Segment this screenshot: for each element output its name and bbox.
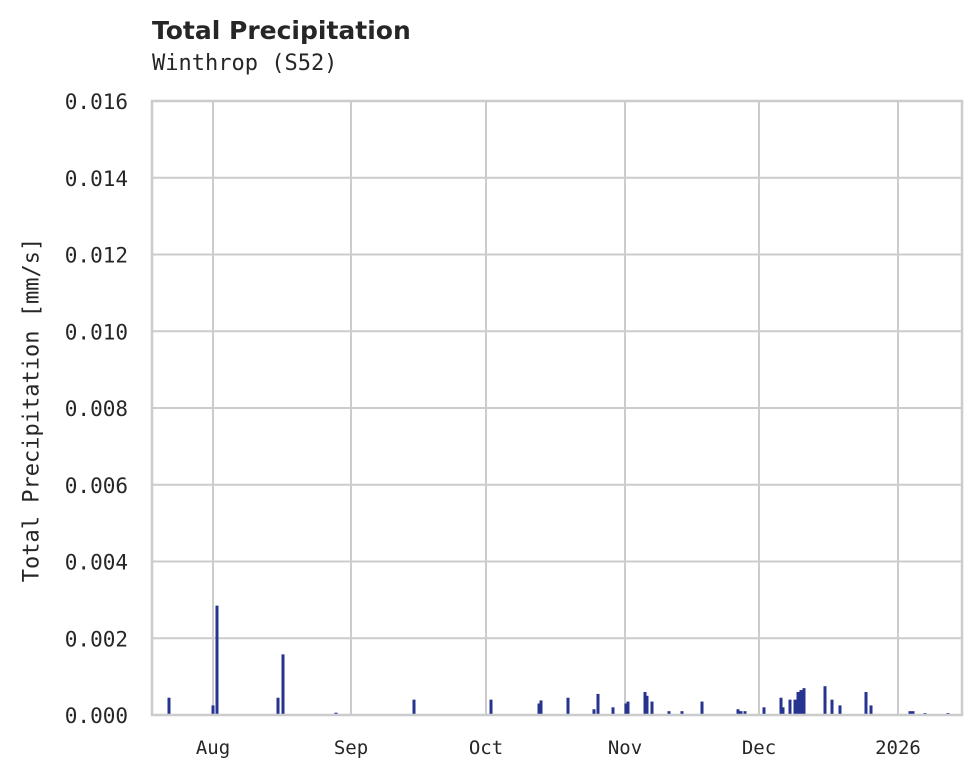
precip-bar	[700, 701, 704, 715]
x-tick-label: Nov	[608, 737, 642, 759]
x-tick-label: Oct	[469, 737, 503, 759]
precip-bar	[869, 705, 873, 715]
y-tick-label: 0.016	[65, 90, 128, 114]
precip-bar	[643, 691, 647, 715]
y-tick-label: 0.014	[65, 167, 128, 191]
precip-bar	[743, 711, 747, 715]
precip-bar	[211, 705, 215, 715]
precip-bar	[793, 699, 797, 715]
chart-title: Total Precipitation	[152, 16, 411, 45]
x-tick-label: 2026	[875, 737, 921, 759]
x-tick-label: Sep	[334, 737, 368, 759]
y-tick-label: 0.000	[65, 704, 128, 728]
plot-frame	[150, 99, 964, 717]
chart-subtitle: Winthrop (S52)	[152, 51, 338, 76]
precip-bar	[667, 711, 671, 715]
precip-bar	[624, 703, 628, 715]
precip-bar	[626, 701, 630, 715]
precip-bar	[736, 709, 740, 715]
precip-bar	[680, 711, 684, 715]
precip-bar	[592, 709, 596, 715]
precip-bar	[864, 691, 868, 715]
precip-bar	[788, 699, 792, 715]
precip-bar	[537, 703, 541, 715]
precip-bar	[645, 695, 649, 715]
precip-bar	[779, 697, 783, 715]
precip-bar	[215, 605, 219, 715]
precip-bar	[802, 688, 806, 715]
precip-bar	[611, 707, 615, 715]
precip-bar	[908, 711, 912, 715]
precip-bar	[830, 699, 834, 715]
y-tick-label: 0.012	[65, 244, 128, 268]
precip-bar	[276, 697, 280, 715]
precip-bar	[596, 693, 600, 715]
x-tick-label: Aug	[196, 737, 230, 759]
precip-bar	[739, 711, 743, 715]
y-tick-label: 0.004	[65, 551, 128, 575]
x-tick-label: Dec	[742, 737, 776, 759]
precip-bar	[799, 690, 803, 715]
precip-bar	[539, 700, 543, 715]
precip-bar	[412, 699, 416, 715]
precip-bar	[838, 705, 842, 715]
y-tick-label: 0.008	[65, 397, 128, 421]
precip-bar	[650, 701, 654, 715]
precip-bar	[489, 699, 493, 715]
y-tick-label: 0.002	[65, 627, 128, 651]
precip-bar	[167, 697, 171, 715]
precip-bar	[762, 707, 766, 715]
precip-bar	[911, 711, 915, 715]
y-tick-label: 0.006	[65, 474, 128, 498]
y-tick-label: 0.010	[65, 320, 128, 344]
precip-bar	[781, 707, 785, 715]
precip-bar	[281, 654, 285, 715]
precip-bar	[823, 686, 827, 715]
precip-bar	[566, 697, 570, 715]
precip-bar	[796, 691, 800, 715]
